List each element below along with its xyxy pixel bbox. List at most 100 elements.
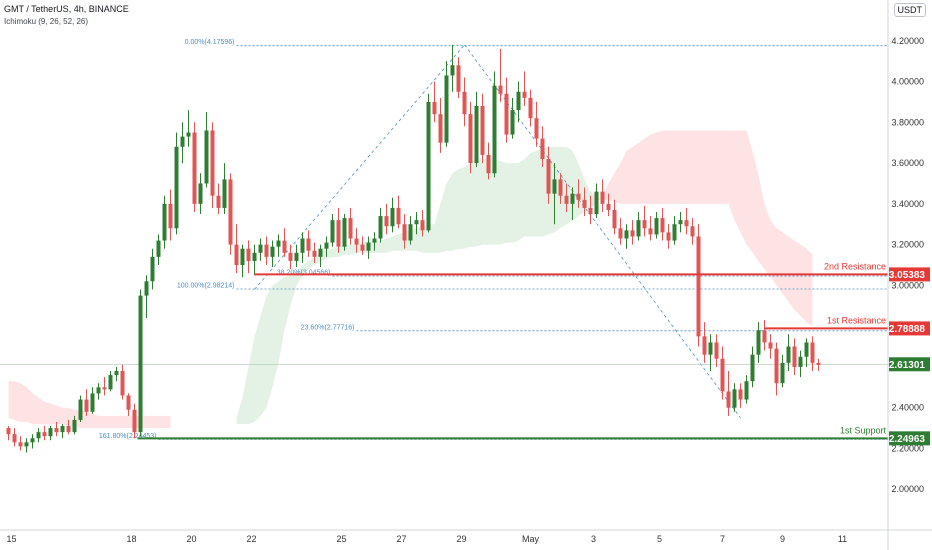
candle-body[interactable] — [102, 387, 107, 390]
candle-body[interactable] — [72, 419, 77, 433]
candle-body[interactable] — [360, 244, 365, 251]
candle-body[interactable] — [510, 110, 515, 135]
currency-selector[interactable]: USDT — [893, 3, 926, 17]
candle-body[interactable] — [576, 193, 581, 200]
candle-body[interactable] — [768, 342, 773, 349]
candle-body[interactable] — [690, 226, 695, 237]
candle-body[interactable] — [288, 252, 293, 261]
candle-body[interactable] — [456, 65, 461, 92]
candle-body[interactable] — [810, 342, 815, 363]
candle-body[interactable] — [474, 106, 479, 164]
candle-body[interactable] — [540, 138, 545, 159]
candle-body[interactable] — [672, 224, 677, 241]
candle-body[interactable] — [24, 442, 29, 447]
candle-body[interactable] — [216, 195, 221, 208]
candle-body[interactable] — [708, 342, 713, 355]
candle-body[interactable] — [252, 252, 257, 261]
candle-body[interactable] — [606, 203, 611, 210]
candle-body[interactable] — [312, 250, 317, 257]
candle-body[interactable] — [144, 281, 149, 296]
candle-body[interactable] — [108, 375, 113, 390]
candle-body[interactable] — [330, 220, 335, 243]
candle-body[interactable] — [366, 242, 371, 251]
candle-body[interactable] — [276, 240, 281, 247]
candle-body[interactable] — [318, 248, 323, 257]
candle-body[interactable] — [84, 399, 89, 412]
candle-body[interactable] — [156, 240, 161, 257]
candle-body[interactable] — [438, 114, 443, 143]
candle-body[interactable] — [414, 220, 419, 225]
candle-body[interactable] — [42, 432, 47, 437]
candle-body[interactable] — [774, 348, 779, 384]
candle-body[interactable] — [18, 442, 23, 447]
candle-body[interactable] — [96, 387, 101, 394]
candle-body[interactable] — [516, 91, 521, 111]
candle-body[interactable] — [804, 342, 809, 357]
candle-body[interactable] — [714, 342, 719, 359]
candle-body[interactable] — [246, 248, 251, 261]
candle-body[interactable] — [348, 218, 353, 239]
candle-body[interactable] — [522, 91, 527, 98]
candle-body[interactable] — [462, 91, 467, 115]
candle-body[interactable] — [624, 230, 629, 239]
candle-body[interactable] — [744, 381, 749, 400]
candle-body[interactable] — [684, 220, 689, 227]
candle-body[interactable] — [54, 428, 59, 433]
candle-body[interactable] — [546, 159, 551, 194]
candle-body[interactable] — [498, 85, 503, 94]
candle-body[interactable] — [270, 246, 275, 257]
candle-body[interactable] — [294, 252, 299, 261]
candle-body[interactable] — [384, 216, 389, 227]
candle-body[interactable] — [114, 371, 119, 376]
candle-body[interactable] — [192, 132, 197, 204]
candle-body[interactable] — [588, 207, 593, 215]
candle-body[interactable] — [762, 330, 767, 343]
candle-body[interactable] — [444, 75, 449, 143]
candle-body[interactable] — [372, 238, 377, 243]
candle-body[interactable] — [486, 154, 491, 174]
candle-body[interactable] — [240, 248, 245, 265]
candle-body[interactable] — [468, 114, 473, 164]
candle-body[interactable] — [282, 240, 287, 253]
candle-body[interactable] — [168, 203, 173, 229]
candle-body[interactable] — [504, 93, 509, 135]
candle-body[interactable] — [390, 207, 395, 227]
candle-body[interactable] — [78, 399, 83, 420]
candle-body[interactable] — [636, 220, 641, 237]
candle-body[interactable] — [150, 256, 155, 282]
candle-body[interactable] — [66, 426, 71, 433]
candle-body[interactable] — [432, 101, 437, 115]
candle-body[interactable] — [558, 179, 563, 196]
candle-body[interactable] — [126, 395, 131, 410]
candle-body[interactable] — [750, 354, 755, 382]
candle-body[interactable] — [264, 244, 269, 257]
candle-body[interactable] — [204, 130, 209, 184]
candle-body[interactable] — [258, 244, 263, 253]
candle-body[interactable] — [732, 389, 737, 408]
candle-body[interactable] — [480, 106, 485, 155]
candle-body[interactable] — [132, 409, 137, 433]
candle-body[interactable] — [612, 209, 617, 229]
candle-body[interactable] — [780, 362, 785, 384]
candle-body[interactable] — [120, 371, 125, 396]
candle-body[interactable] — [210, 130, 215, 196]
candle-body[interactable] — [174, 146, 179, 229]
candle-body[interactable] — [354, 238, 359, 245]
candle-body[interactable] — [336, 220, 341, 247]
candle-body[interactable] — [402, 224, 407, 241]
candle-body[interactable] — [594, 191, 599, 215]
candle-body[interactable] — [618, 228, 623, 239]
candle-body[interactable] — [186, 132, 191, 137]
candle-body[interactable] — [756, 330, 761, 355]
candle-body[interactable] — [12, 434, 17, 443]
candle-body[interactable] — [786, 346, 791, 363]
candle-body[interactable] — [222, 179, 227, 208]
candle-body[interactable] — [738, 389, 743, 400]
candle-body[interactable] — [642, 220, 647, 229]
candle-body[interactable] — [600, 191, 605, 204]
candle-body[interactable] — [162, 203, 167, 241]
candle-body[interactable] — [552, 179, 557, 194]
candle-body[interactable] — [90, 393, 95, 412]
candle-body[interactable] — [450, 65, 455, 76]
